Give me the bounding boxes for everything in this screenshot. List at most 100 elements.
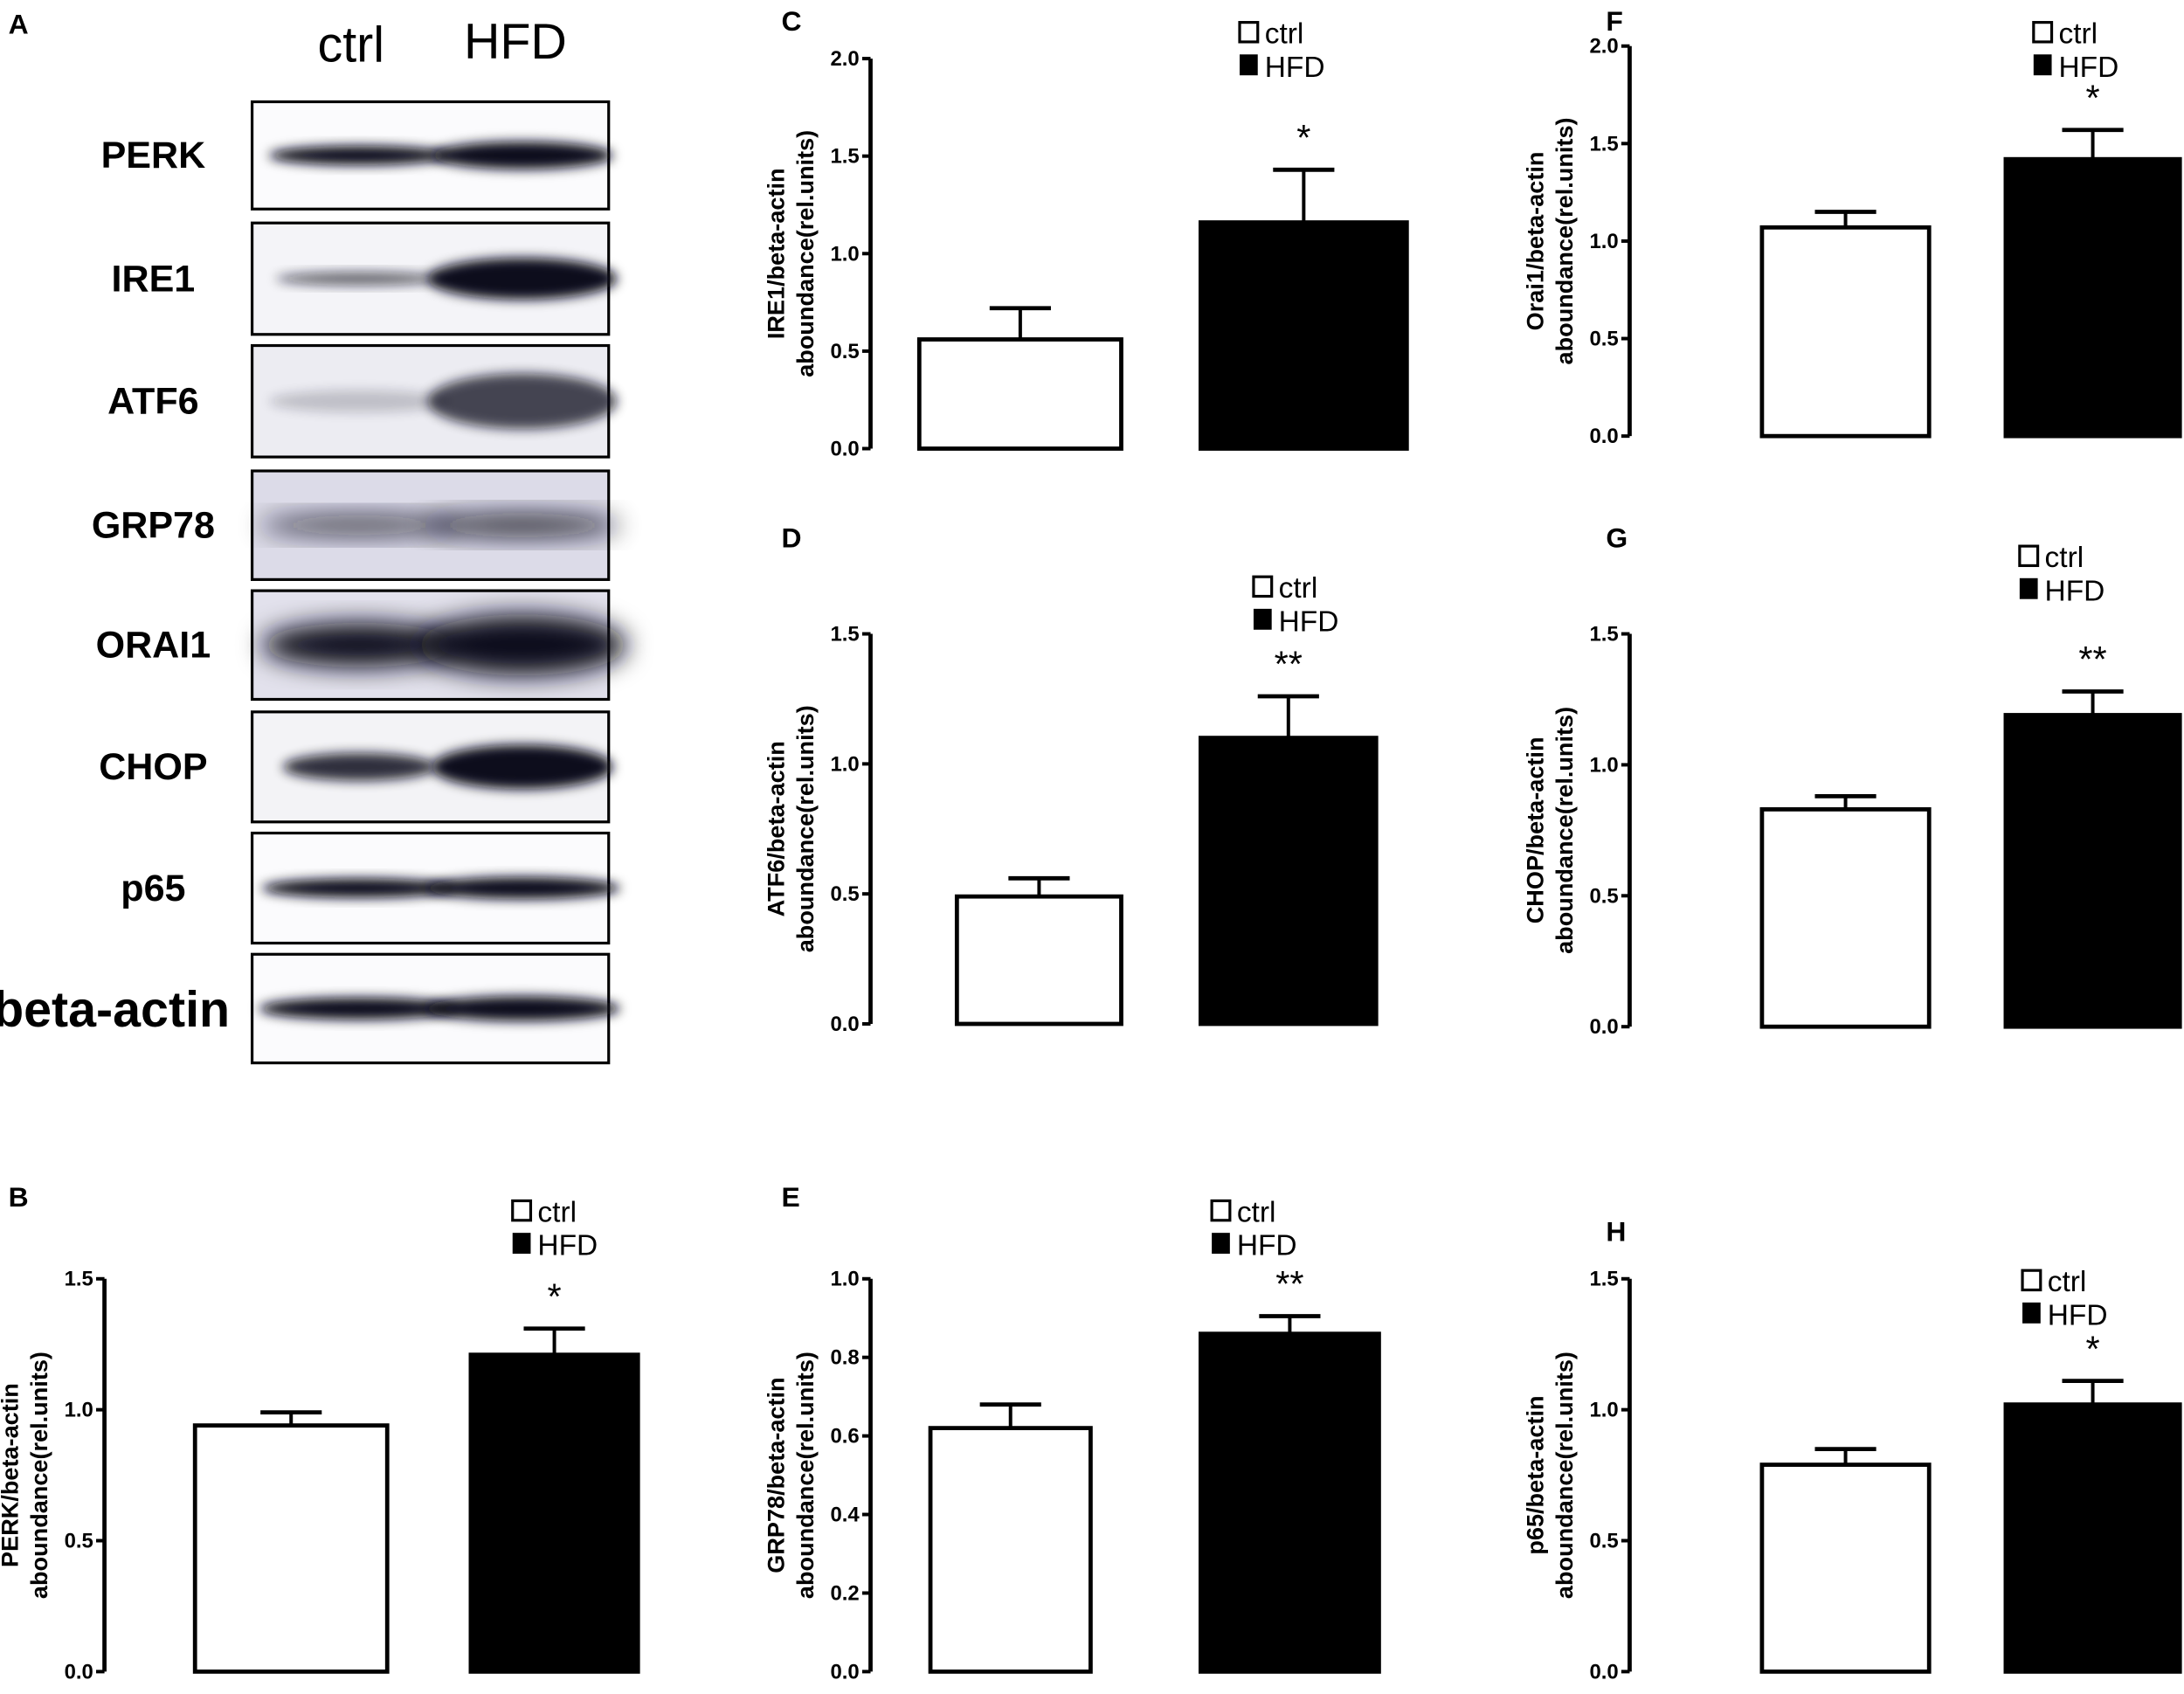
y-tick-label: 0.4 — [831, 1504, 860, 1527]
y-axis-label: aboundance(rel.units) — [791, 130, 819, 377]
legend-label-ctrl: ctrl — [2045, 542, 2084, 574]
band-ctrl — [268, 145, 450, 166]
bar-ctrl — [1759, 806, 1932, 1029]
panel-label: D — [781, 522, 801, 554]
y-tick-label: 1.0 — [831, 1268, 860, 1291]
band-hfd — [432, 141, 613, 169]
y-tick-label: 0.0 — [1589, 425, 1618, 448]
y-tick-label: 0.5 — [1589, 328, 1618, 351]
bar-hfd — [2003, 713, 2182, 1029]
y-tick-label: 0.5 — [65, 1529, 93, 1552]
bar-ctrl — [1759, 225, 1932, 439]
y-tick-label: 0.0 — [1589, 1660, 1618, 1684]
band-hfd — [432, 744, 613, 790]
significance-marker: * — [2085, 77, 2099, 118]
band-ctrl — [275, 272, 444, 286]
band-hfd — [425, 512, 620, 538]
legend-label-ctrl: ctrl — [537, 1196, 577, 1228]
legend-label-ctrl: ctrl — [1279, 572, 1318, 605]
y-axis-label: aboundance(rel.units) — [1551, 707, 1578, 954]
y-tick-label: 1.0 — [1589, 1399, 1618, 1422]
y-tick-label: 0.5 — [831, 882, 860, 906]
significance-marker: ** — [1275, 1263, 1303, 1304]
legend-swatch-hfd — [512, 1233, 531, 1255]
band-ctrl — [259, 514, 460, 536]
bar-chart-d: D 0.0 0.5 1.0 1.5 ATF6/beta-actin aboundance(r… — [763, 522, 1379, 1036]
bar-ctrl — [916, 337, 1123, 451]
y-tick-label: 0.5 — [1589, 884, 1618, 908]
panel-label-a: A — [9, 8, 29, 39]
y-tick-label: 1.0 — [1589, 753, 1618, 777]
y-tick-label: 2.0 — [831, 47, 860, 71]
y-tick-label: 1.5 — [1589, 623, 1618, 646]
legend-swatch-ctrl — [2032, 21, 2054, 44]
blot-row-beta-actin: beta-actin — [0, 952, 620, 1065]
y-tick-label: 1.5 — [831, 145, 860, 169]
legend-swatch-ctrl — [2018, 544, 2040, 568]
panel-label: H — [1606, 1216, 1626, 1248]
bar-ctrl — [192, 1423, 390, 1674]
band-hfd — [425, 996, 620, 1021]
band-hfd — [427, 258, 618, 300]
panel-label: B — [9, 1181, 29, 1213]
lane-label-ctrl: ctrl — [318, 17, 384, 73]
legend-swatch-ctrl — [1252, 575, 1274, 598]
legend-label-hfd: HFD — [2059, 52, 2119, 84]
legend-swatch-hfd — [1253, 608, 1272, 630]
y-tick-label: 1.5 — [65, 1268, 93, 1291]
legend-label-hfd: HFD — [2045, 575, 2105, 607]
protein-label: beta-actin — [0, 982, 230, 1038]
legend-swatch-hfd — [2022, 1302, 2041, 1324]
significance-marker: * — [1296, 117, 1310, 158]
significance-marker: * — [547, 1276, 561, 1317]
significance-marker: * — [2085, 1328, 2099, 1369]
legend-label-ctrl: ctrl — [1265, 18, 1304, 51]
panel-label: F — [1606, 5, 1622, 37]
y-tick-label: 1.5 — [1589, 1268, 1618, 1291]
panel-label: E — [781, 1181, 799, 1213]
legend-label-hfd: HFD — [537, 1230, 598, 1262]
legend-label-ctrl: ctrl — [2048, 1266, 2087, 1298]
bar-chart-e: E 0.0 0.2 0.4 0.6 0.8 1.0 GRP78/beta-actin aboun… — [763, 1181, 1381, 1684]
y-axis-label: GRP78/beta-actin — [763, 1377, 790, 1573]
band-ctrl — [261, 878, 457, 898]
legend-label-hfd: HFD — [1237, 1230, 1297, 1262]
y-tick-label: 1.0 — [1589, 230, 1618, 253]
panel-label: G — [1606, 522, 1628, 554]
y-axis-label: aboundance(rel.units) — [1551, 117, 1578, 364]
bar-chart-f: F 0.0 0.5 1.0 1.5 2.0 Orai1/beta-actin aboundan… — [1522, 5, 2182, 448]
y-tick-label: 0.5 — [831, 340, 860, 363]
y-axis-label: ATF6/beta-actin — [763, 741, 790, 916]
protein-label: ATF6 — [107, 381, 198, 423]
bar-chart-h: H 0.0 0.5 1.0 1.5 p65/beta-actin aboundance(re… — [1522, 1216, 2182, 1684]
bar-ctrl — [928, 1426, 1093, 1674]
lane-label-hfd: HFD — [464, 14, 567, 70]
legend-swatch-ctrl — [1210, 1199, 1232, 1222]
band-hfd — [418, 614, 627, 676]
y-tick-label: 0.0 — [65, 1660, 93, 1684]
protein-label: CHOP — [99, 746, 207, 788]
blot-row-perk: PERK — [101, 100, 613, 211]
legend-swatch-hfd — [1240, 54, 1258, 76]
y-tick-label: 1.5 — [1589, 132, 1618, 156]
band-ctrl — [282, 752, 437, 781]
bar-chart-b: B 0.0 0.5 1.0 1.5 PERK/beta-actin aboundance(r… — [0, 1181, 640, 1684]
band-ctrl — [259, 997, 460, 1020]
bar-hfd — [1198, 1331, 1381, 1674]
western-blot-panel: A ctrl HFD PERK IRE1 ATF6 GRP78 ORAI1 CHOP p65… — [0, 8, 627, 1065]
band-ctrl — [268, 390, 450, 413]
y-axis-label: aboundance(rel.units) — [791, 705, 819, 952]
y-tick-label: 1.5 — [831, 623, 860, 646]
protein-label: ORAI1 — [96, 625, 211, 667]
protein-label: GRP78 — [92, 505, 215, 547]
bar-ctrl — [954, 894, 1123, 1027]
y-tick-label: 0.0 — [1589, 1015, 1618, 1039]
legend-label-hfd: HFD — [1265, 52, 1325, 84]
y-axis-label: aboundance(rel.units) — [1551, 1352, 1578, 1599]
protein-label: IRE1 — [112, 258, 196, 300]
legend-swatch-hfd — [2019, 577, 2038, 599]
bar-ctrl — [1759, 1462, 1932, 1674]
bar-chart-c: C 0.0 0.5 1.0 1.5 2.0 IRE1/beta-actin aboundanc… — [763, 5, 1409, 460]
legend-swatch-ctrl — [511, 1199, 533, 1222]
y-axis-label: aboundance(rel.units) — [791, 1352, 819, 1599]
